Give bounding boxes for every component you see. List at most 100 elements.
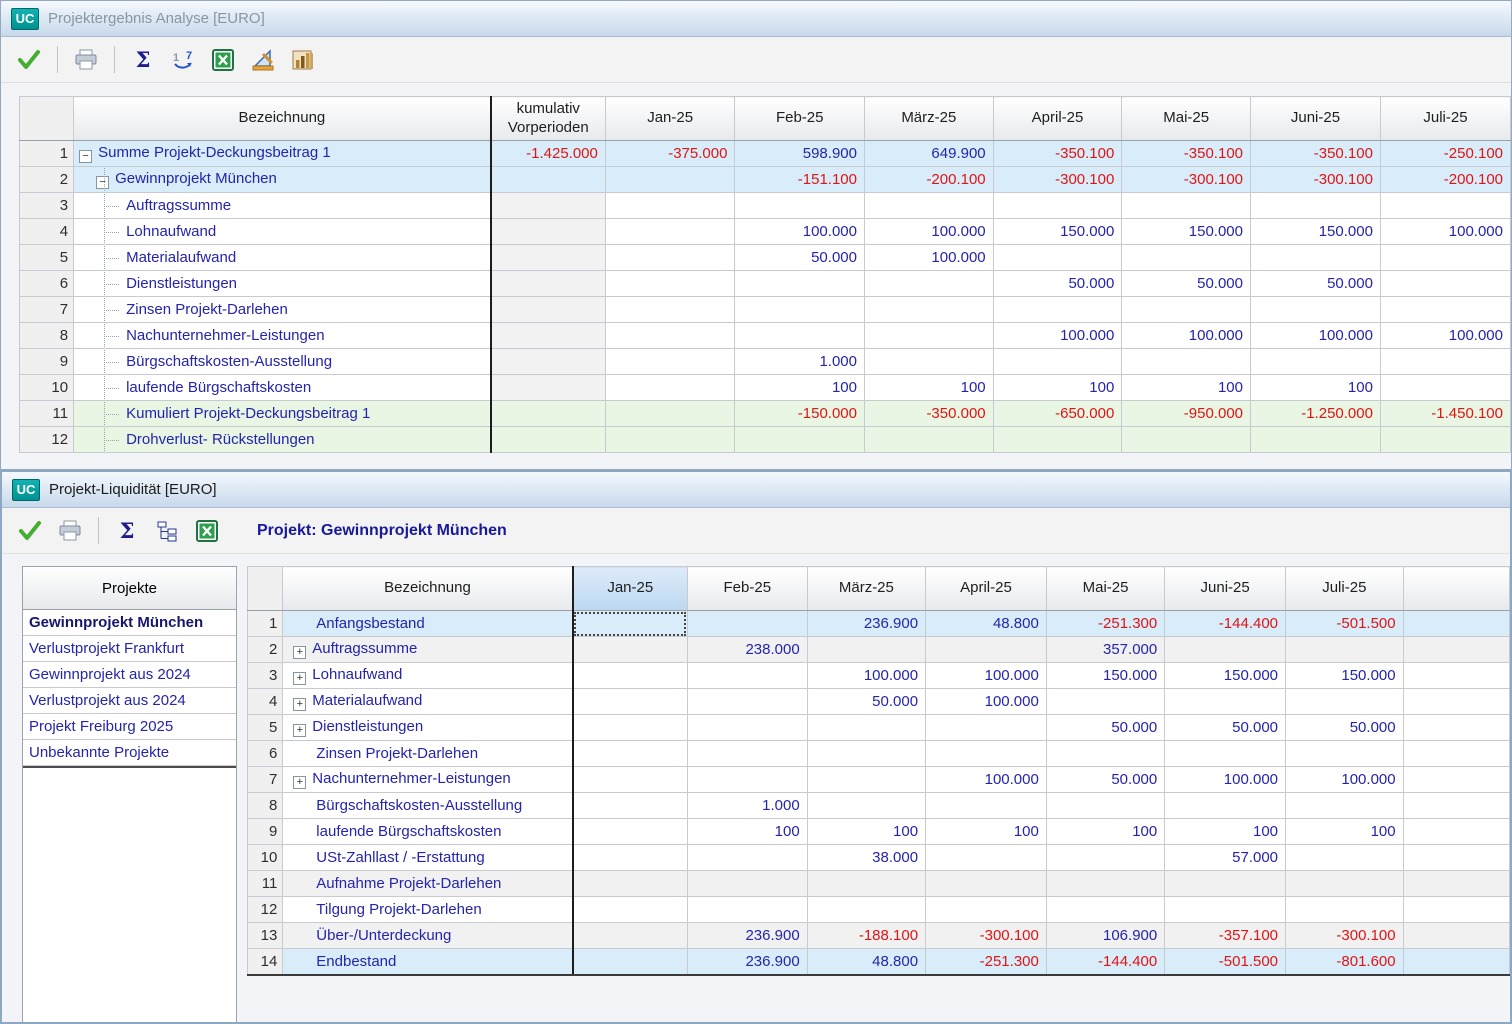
cell[interactable]: -300.100 — [1121, 166, 1251, 193]
row-number[interactable]: 1 — [18, 140, 75, 167]
cell[interactable] — [489, 348, 606, 375]
cell[interactable] — [1285, 636, 1404, 663]
cell[interactable] — [1379, 244, 1511, 271]
cell[interactable] — [1285, 870, 1404, 897]
row-number[interactable]: 10 — [18, 374, 75, 401]
cell[interactable] — [734, 296, 865, 323]
cell[interactable] — [571, 870, 688, 897]
cell[interactable] — [1402, 636, 1510, 663]
row-number[interactable]: 10 — [246, 844, 284, 871]
column-header[interactable]: Juli-25 — [1379, 96, 1511, 141]
row-label[interactable]: + Auftragssumme — [282, 636, 574, 663]
cell[interactable] — [1379, 296, 1511, 323]
cell[interactable] — [1402, 766, 1510, 793]
row-number[interactable]: 7 — [18, 296, 75, 323]
cell[interactable] — [1121, 426, 1251, 453]
cell[interactable] — [863, 270, 994, 297]
cell[interactable] — [1250, 244, 1381, 271]
cell[interactable]: -300.100 — [1285, 922, 1404, 949]
chart-design-icon[interactable] — [249, 47, 277, 73]
cell[interactable]: 100 — [925, 818, 1047, 845]
cell[interactable] — [925, 714, 1047, 741]
cell[interactable] — [604, 322, 736, 349]
cell[interactable] — [571, 922, 688, 949]
cell[interactable] — [1250, 348, 1381, 375]
cell[interactable] — [1045, 896, 1166, 923]
cell[interactable]: 100 — [734, 374, 865, 401]
cell[interactable] — [604, 296, 736, 323]
cell[interactable] — [734, 426, 865, 453]
project-item[interactable]: Verlustprojekt aus 2024 — [23, 688, 236, 714]
cell[interactable] — [806, 870, 927, 897]
row-label[interactable]: Zinsen Projekt-Darlehen — [73, 296, 492, 323]
row-label[interactable]: Materialaufwand — [73, 244, 492, 271]
column-header[interactable]: Bezeichnung — [73, 96, 492, 141]
cell[interactable] — [604, 426, 736, 453]
cell[interactable] — [992, 348, 1123, 375]
cell[interactable] — [992, 192, 1123, 219]
column-header[interactable]: Juni-25 — [1164, 566, 1287, 611]
cell[interactable]: 50.000 — [1250, 270, 1381, 297]
cell[interactable]: 150.000 — [1045, 662, 1166, 689]
cell[interactable]: 100.000 — [925, 766, 1047, 793]
cell[interactable] — [1402, 922, 1510, 949]
cell[interactable] — [686, 896, 808, 923]
cell[interactable] — [1402, 688, 1510, 715]
row-number[interactable]: 9 — [18, 348, 75, 375]
cell[interactable]: 100.000 — [1250, 322, 1381, 349]
cell[interactable] — [604, 270, 736, 297]
column-header[interactable]: Juni-25 — [1250, 96, 1381, 141]
cell[interactable] — [571, 844, 688, 871]
cell[interactable] — [1402, 714, 1510, 741]
cell[interactable]: 236.900 — [686, 948, 808, 976]
cell[interactable] — [1402, 610, 1510, 637]
column-header[interactable]: Juli-25 — [1285, 566, 1404, 611]
cell[interactable]: -200.100 — [1379, 166, 1511, 193]
cell[interactable] — [806, 792, 927, 819]
cell[interactable] — [1045, 844, 1166, 871]
cell[interactable]: 100 — [1250, 374, 1381, 401]
row-label[interactable]: + Dienstleistungen — [282, 714, 574, 741]
row-label[interactable]: Drohverlust- Rückstellungen — [73, 426, 492, 453]
cell[interactable]: 100.000 — [925, 688, 1047, 715]
row-number[interactable]: 11 — [246, 870, 284, 897]
cell[interactable]: 1.000 — [734, 348, 865, 375]
cell[interactable]: 48.800 — [806, 948, 927, 976]
cell[interactable]: 100 — [992, 374, 1123, 401]
cell[interactable]: -300.100 — [925, 922, 1047, 949]
cell[interactable]: -375.000 — [604, 140, 736, 167]
cell[interactable] — [1285, 688, 1404, 715]
row-number[interactable]: 14 — [246, 948, 284, 976]
cell[interactable]: 100.000 — [1285, 766, 1404, 793]
row-label[interactable]: + Nachunternehmer-Leistungen — [282, 766, 574, 793]
cell[interactable] — [1164, 870, 1287, 897]
cell[interactable] — [925, 636, 1047, 663]
row-number-header[interactable] — [246, 566, 284, 611]
column-header[interactable]: Jan-25 — [571, 566, 688, 611]
column-header[interactable]: März-25 — [863, 96, 994, 141]
cell[interactable] — [489, 374, 606, 401]
cell[interactable]: -350.100 — [992, 140, 1123, 167]
row-label[interactable]: Nachunternehmer-Leistungen — [73, 322, 492, 349]
cell[interactable] — [806, 896, 927, 923]
cell[interactable] — [1121, 348, 1251, 375]
cell[interactable]: 100 — [1045, 818, 1166, 845]
cell[interactable] — [571, 610, 688, 637]
excel-export-icon[interactable] — [193, 518, 221, 544]
cell[interactable] — [1121, 296, 1251, 323]
cell[interactable]: 50.000 — [1045, 766, 1166, 793]
cell[interactable] — [489, 166, 606, 193]
cell[interactable] — [1164, 896, 1287, 923]
cell[interactable]: 48.800 — [925, 610, 1047, 637]
cell[interactable]: -801.600 — [1285, 948, 1404, 976]
cell[interactable] — [686, 766, 808, 793]
row-number[interactable]: 5 — [246, 714, 284, 741]
row-number[interactable]: 12 — [18, 426, 75, 453]
row-label[interactable]: Auftragssumme — [73, 192, 492, 219]
column-header[interactable]: kumulativ Vorperioden — [489, 96, 606, 141]
row-number[interactable]: 3 — [246, 662, 284, 689]
cell[interactable]: 598.900 — [734, 140, 865, 167]
cell[interactable]: -950.000 — [1121, 400, 1251, 427]
row-label[interactable]: Anfangsbestand — [282, 610, 574, 637]
